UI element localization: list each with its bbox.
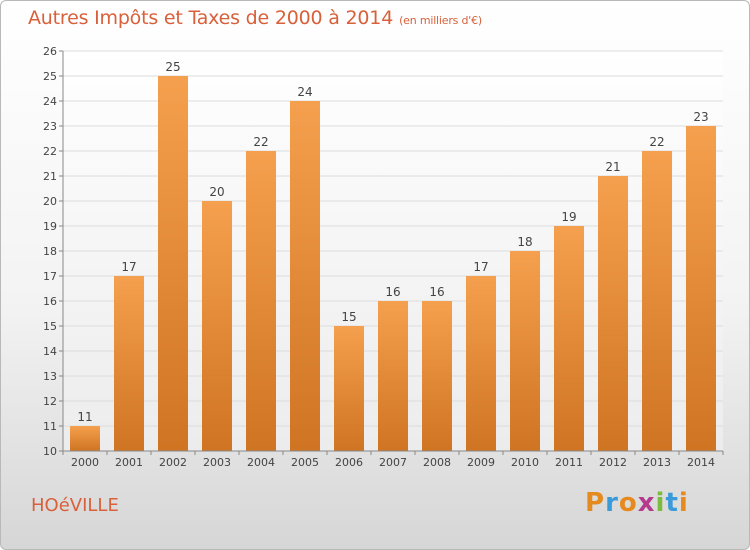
y-tick-label: 10 (43, 445, 57, 458)
data-label: 25 (165, 60, 180, 74)
bar (70, 426, 100, 451)
bar (158, 76, 188, 451)
bar (466, 276, 496, 451)
data-label: 22 (649, 135, 664, 149)
bar (114, 276, 144, 451)
proxiti-logo: Proxiti (585, 488, 689, 518)
data-label: 22 (253, 135, 268, 149)
x-tick-label: 2009 (467, 456, 495, 469)
x-tick-label: 2000 (71, 456, 99, 469)
y-tick-label: 24 (43, 95, 57, 108)
chart-title: Autres Impôts et Taxes de 2000 à 2014 (en… (28, 7, 482, 29)
bar (422, 301, 452, 451)
y-tick-label: 19 (43, 220, 57, 233)
bar (290, 101, 320, 451)
x-tick-label: 2010 (511, 456, 539, 469)
x-tick-label: 2001 (115, 456, 143, 469)
y-tick-label: 21 (43, 170, 57, 183)
x-tick-label: 2006 (335, 456, 363, 469)
y-tick-label: 17 (43, 270, 57, 283)
y-tick-label: 26 (43, 45, 57, 58)
data-label: 23 (693, 110, 708, 124)
x-tick-label: 2011 (555, 456, 583, 469)
x-tick-label: 2002 (159, 456, 187, 469)
y-tick-label: 13 (43, 370, 57, 383)
bar (686, 126, 716, 451)
y-tick-label: 16 (43, 295, 57, 308)
y-tick-label: 11 (43, 420, 57, 433)
data-label: 17 (473, 260, 488, 274)
data-label: 24 (297, 85, 312, 99)
data-label: 19 (561, 210, 576, 224)
brand-letter: P (585, 488, 606, 518)
bar (554, 226, 584, 451)
bar (202, 201, 232, 451)
city-name: HOéVILLE (31, 495, 119, 516)
y-tick-label: 23 (43, 120, 57, 133)
data-label: 15 (341, 310, 356, 324)
bar (246, 151, 276, 451)
x-tick-label: 2004 (247, 456, 275, 469)
bar (378, 301, 408, 451)
data-label: 18 (517, 235, 532, 249)
brand-letter: i (655, 488, 666, 518)
y-tick-label: 12 (43, 395, 57, 408)
bar (334, 326, 364, 451)
y-tick-label: 22 (43, 145, 57, 158)
y-tick-label: 18 (43, 245, 57, 258)
y-tick-label: 14 (43, 345, 57, 358)
brand-letter: i (678, 488, 689, 518)
bar (642, 151, 672, 451)
brand-letter: x (637, 488, 656, 518)
bar (510, 251, 540, 451)
data-label: 16 (385, 285, 400, 299)
brand-letter: o (618, 488, 638, 518)
chart-title-text: Autres Impôts et Taxes de 2000 à 2014 (28, 7, 394, 29)
brand-letter: r (605, 488, 619, 518)
y-tick-label: 15 (43, 320, 57, 333)
x-tick-label: 2005 (291, 456, 319, 469)
data-label: 11 (77, 410, 92, 424)
y-tick-label: 20 (43, 195, 57, 208)
data-label: 17 (121, 260, 136, 274)
x-tick-label: 2003 (203, 456, 231, 469)
data-label: 20 (209, 185, 224, 199)
brand-letter: t (665, 488, 679, 518)
bars-group: 11 17 25 20 22 24 15 16 16 17 18 19 21 22 23 (70, 60, 716, 451)
bar (598, 176, 628, 451)
x-tick-label: 2012 (599, 456, 627, 469)
data-label: 21 (605, 160, 620, 174)
x-tick-label: 2014 (687, 456, 715, 469)
x-tick-label: 2013 (643, 456, 671, 469)
x-tick-label: 2007 (379, 456, 407, 469)
axes-group: 10 11 12 13 14 15 16 17 18 19 20 21 22 23 24 25 26 2000 20… (43, 45, 724, 469)
x-tick-label: 2008 (423, 456, 451, 469)
data-label: 16 (429, 285, 444, 299)
chart-unit-note: (en milliers d'€) (399, 14, 482, 27)
y-tick-label: 25 (43, 70, 57, 83)
